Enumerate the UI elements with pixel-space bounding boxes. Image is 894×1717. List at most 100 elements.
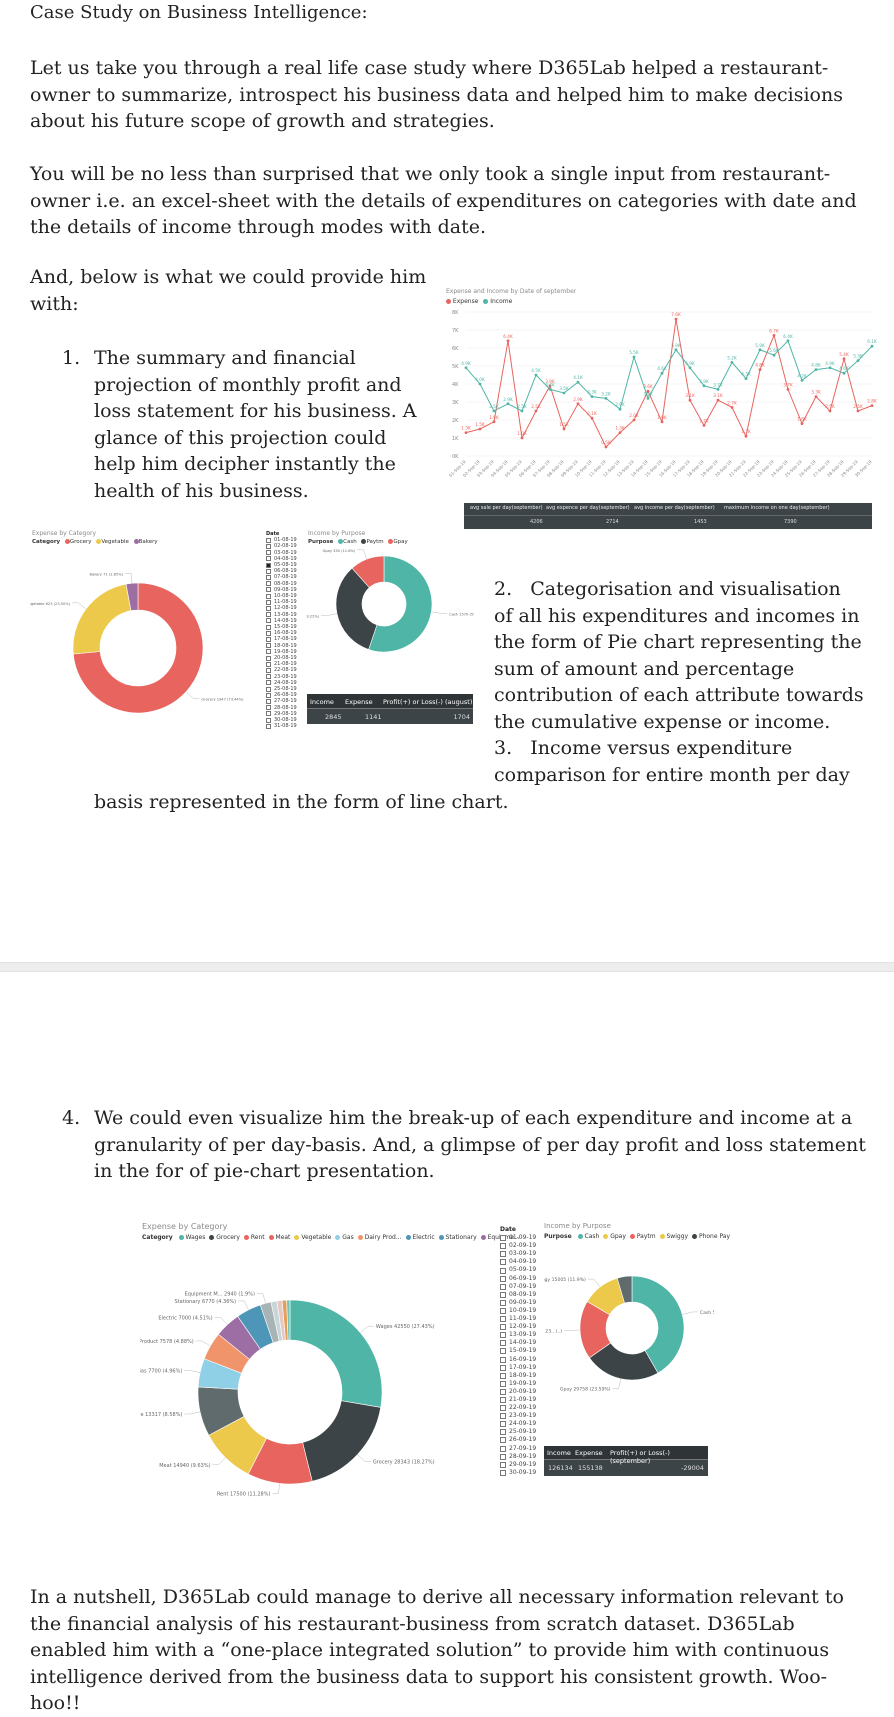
checkbox[interactable] [266,575,271,580]
checkbox[interactable] [500,1462,506,1468]
slicer-item[interactable]: 24-09-19 [500,1420,536,1428]
checkbox[interactable] [266,649,271,654]
checkbox[interactable] [266,569,271,574]
checkbox[interactable] [500,1276,506,1282]
checkbox[interactable] [266,674,271,679]
checkbox[interactable] [266,544,271,549]
slicer-item[interactable]: 03-09-19 [500,1250,536,1258]
slicer-item[interactable]: 07-09-19 [500,1283,536,1291]
checkbox[interactable] [266,606,271,611]
checkbox[interactable] [500,1389,506,1395]
checkbox[interactable] [500,1397,506,1403]
checkbox[interactable] [266,631,271,636]
slicer-item[interactable]: 19-09-19 [500,1380,536,1388]
checkbox[interactable] [500,1454,506,1460]
slicer-item[interactable]: 14-09-19 [500,1339,536,1347]
checkbox[interactable] [500,1300,506,1306]
slicer-item[interactable]: 28-09-19 [500,1453,536,1461]
checkbox[interactable] [266,600,271,605]
checkbox[interactable] [500,1340,506,1346]
slicer-item[interactable]: 10-09-19 [500,1307,536,1315]
data-point [815,368,818,371]
checkbox[interactable] [500,1348,506,1354]
checkbox[interactable] [500,1235,506,1241]
checkbox[interactable] [266,718,271,723]
checkbox[interactable] [266,625,271,630]
slicer-item[interactable]: 31-08-19 [266,723,297,729]
checkbox[interactable] [500,1308,506,1314]
checkbox[interactable] [500,1446,506,1452]
checkbox[interactable] [266,581,271,586]
checkbox[interactable] [266,724,271,729]
checkbox[interactable] [266,637,271,642]
checkbox[interactable] [266,711,271,716]
data-label: 2.1K [587,411,597,416]
checkbox[interactable] [266,550,271,555]
checkbox[interactable] [266,563,271,568]
checkbox[interactable] [266,668,271,673]
checkbox[interactable] [500,1292,506,1298]
checkbox[interactable] [266,643,271,648]
slicer-item[interactable]: 15-09-19 [500,1347,536,1355]
slicer-date-label: 25-09-19 [509,1428,536,1436]
slicer-item[interactable]: 09-09-19 [500,1299,536,1307]
checkbox[interactable] [500,1332,506,1338]
checkbox[interactable] [266,662,271,667]
checkbox[interactable] [500,1405,506,1411]
checkbox[interactable] [266,594,271,599]
checkbox[interactable] [500,1284,506,1290]
slicer-item[interactable]: 06-09-19 [500,1275,536,1283]
checkbox[interactable] [500,1251,506,1257]
checkbox[interactable] [266,556,271,561]
pnl-value-income: 126134 [548,1464,573,1472]
checkbox[interactable] [500,1324,506,1330]
leader-line [196,1341,211,1346]
slicer-item[interactable]: 20-09-19 [500,1388,536,1396]
checkbox[interactable] [500,1365,506,1371]
slicer-item[interactable]: 16-09-19 [500,1356,536,1364]
slicer-item[interactable]: 27-09-19 [500,1445,536,1453]
slicer-item[interactable]: 30-09-19 [500,1469,536,1477]
checkbox[interactable] [266,538,271,543]
checkbox[interactable] [266,693,271,698]
checkbox[interactable] [266,656,271,661]
slicer-item[interactable]: 26-09-19 [500,1436,536,1444]
checkbox[interactable] [266,687,271,692]
checkbox[interactable] [266,587,271,592]
slicer-item[interactable]: 02-09-19 [500,1242,536,1250]
checkbox[interactable] [500,1243,506,1249]
checkbox[interactable] [266,699,271,704]
checkbox[interactable] [266,705,271,710]
checkbox[interactable] [500,1470,506,1476]
checkbox[interactable] [500,1381,506,1387]
checkbox[interactable] [266,680,271,685]
slicer-item[interactable]: 11-09-19 [500,1315,536,1323]
checkbox[interactable] [500,1259,506,1265]
slicer-item[interactable]: 12-09-19 [500,1323,536,1331]
checkbox[interactable] [500,1429,506,1435]
checkbox[interactable] [500,1373,506,1379]
slicer-item[interactable]: 23-09-19 [500,1412,536,1420]
checkbox[interactable] [266,618,271,623]
checkbox[interactable] [500,1316,506,1322]
checkbox[interactable] [500,1413,506,1419]
slicer-item[interactable]: 17-09-19 [500,1364,536,1372]
slicer-item[interactable]: 04-09-19 [500,1258,536,1266]
checkbox[interactable] [500,1437,506,1443]
slicer-item[interactable]: 18-09-19 [500,1372,536,1380]
slicer-item[interactable]: 08-09-19 [500,1291,536,1299]
data-label: 2.9K [573,397,583,402]
checkbox[interactable] [500,1421,506,1427]
slicer-item[interactable]: 25-09-19 [500,1428,536,1436]
checkbox[interactable] [266,612,271,617]
slicer-item[interactable]: 22-09-19 [500,1404,536,1412]
slicer-item[interactable]: 05-09-19 [500,1266,536,1274]
slicer-item[interactable]: 01-09-19 [500,1234,536,1242]
checkbox[interactable] [500,1357,506,1363]
slicer-item[interactable]: 13-09-19 [500,1331,536,1339]
checkbox[interactable] [500,1268,506,1274]
slicer-item[interactable]: 21-09-19 [500,1396,536,1404]
slicer-item[interactable]: 29-09-19 [500,1461,536,1469]
